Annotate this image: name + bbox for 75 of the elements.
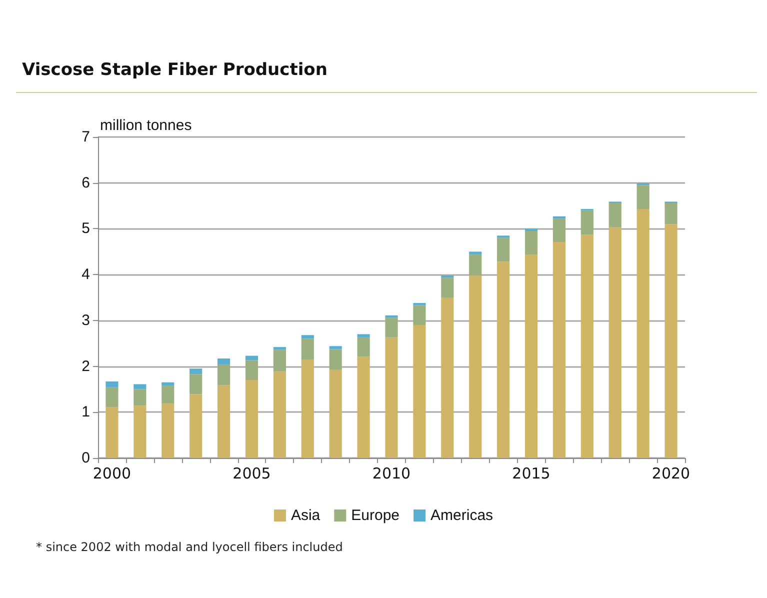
bar	[524, 231, 538, 255]
bar	[106, 387, 118, 408]
bar	[413, 325, 426, 458]
bar	[469, 275, 482, 458]
bar	[385, 337, 398, 458]
bar	[636, 185, 650, 209]
bar	[524, 254, 538, 458]
chart-title: Viscose Staple Fiber Production	[22, 60, 328, 80]
bar	[134, 384, 146, 390]
bar	[497, 262, 510, 458]
bar	[217, 358, 230, 364]
bar	[357, 337, 370, 357]
bar	[524, 228, 538, 232]
bar	[190, 394, 202, 458]
x-tick-label: 2020	[652, 464, 690, 482]
bar	[469, 254, 482, 276]
y-tick-label: 6	[82, 174, 90, 192]
y-tick-label: 0	[82, 450, 90, 466]
x-tick-label: 2010	[372, 464, 411, 482]
x-tick-label: 2005	[232, 464, 271, 482]
bar	[329, 349, 342, 370]
x-tick-label: 2000	[92, 464, 132, 482]
y-tick-label: 2	[82, 358, 90, 375]
bar	[329, 346, 342, 350]
bar	[301, 338, 314, 360]
legend-label: Europe	[351, 507, 400, 524]
x-tick-label: 2015	[512, 464, 550, 482]
bar	[441, 275, 454, 278]
bar	[664, 224, 678, 458]
bar	[273, 350, 286, 372]
bar	[385, 315, 398, 318]
bar	[329, 369, 342, 458]
y-tick-label: 1	[82, 404, 90, 421]
y-tick-label: 7	[82, 128, 90, 146]
bar	[134, 406, 146, 458]
bar	[106, 407, 118, 458]
bar	[217, 385, 230, 458]
bar	[301, 335, 314, 339]
bar	[580, 234, 594, 458]
bar	[357, 334, 370, 338]
bar	[441, 298, 454, 458]
bar	[273, 347, 286, 350]
legend-label: Americas	[430, 507, 494, 524]
bar	[190, 374, 202, 394]
bar	[162, 382, 174, 386]
bar	[245, 360, 258, 380]
bar	[413, 305, 426, 326]
bar	[134, 389, 146, 406]
bar	[190, 368, 202, 374]
bar	[664, 203, 678, 224]
bar	[469, 252, 482, 254]
bar	[217, 364, 230, 386]
bar	[552, 242, 566, 458]
y-axis-title: million tonnes	[100, 117, 192, 134]
bar	[497, 238, 510, 262]
bar	[273, 371, 286, 458]
bar	[608, 203, 622, 228]
bar	[245, 380, 258, 458]
y-tick-label: 4	[82, 266, 90, 284]
bar	[580, 210, 594, 235]
text: * since 2002 with modal and lyocell fibers included	[36, 540, 343, 554]
bar	[608, 227, 622, 458]
y-tick-label: 3	[82, 312, 90, 329]
bar	[162, 386, 174, 404]
bar	[357, 356, 370, 458]
bar	[106, 381, 118, 388]
legend-label: Asia	[290, 507, 321, 524]
bar	[552, 218, 566, 242]
bar	[162, 403, 174, 458]
bar	[636, 208, 650, 458]
y-tick-label: 5	[82, 220, 90, 238]
bar	[385, 318, 398, 338]
bar	[245, 356, 258, 360]
bar	[301, 360, 314, 458]
bar	[441, 278, 454, 298]
